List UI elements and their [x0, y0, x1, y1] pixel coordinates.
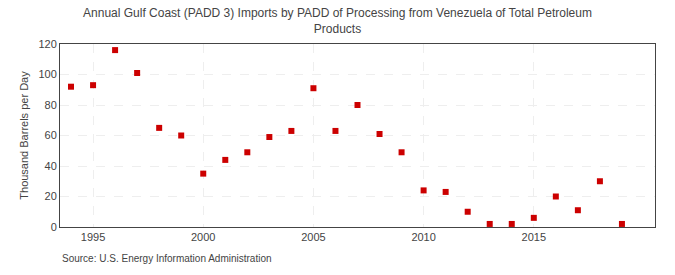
- svg-text:Annual Gulf Coast (PADD 3) Imp: Annual Gulf Coast (PADD 3) Imports by PA…: [83, 6, 592, 36]
- svg-text:2010: 2010: [411, 231, 435, 243]
- svg-text:0: 0: [51, 221, 57, 233]
- svg-text:100: 100: [38, 68, 56, 80]
- svg-text:2015: 2015: [522, 231, 546, 243]
- svg-text:Source: U.S. Energy Informatio: Source: U.S. Energy Information Administ…: [62, 253, 272, 264]
- svg-text:120: 120: [38, 38, 56, 50]
- svg-text:40: 40: [45, 160, 57, 172]
- svg-text:2000: 2000: [191, 231, 215, 243]
- svg-text:1995: 1995: [81, 231, 105, 243]
- svg-text:80: 80: [45, 99, 57, 111]
- svg-text:Thousand Barrels per Day: Thousand Barrels per Day: [18, 71, 30, 200]
- svg-text:60: 60: [45, 129, 57, 141]
- svg-text:2005: 2005: [301, 231, 325, 243]
- svg-text:20: 20: [45, 190, 57, 202]
